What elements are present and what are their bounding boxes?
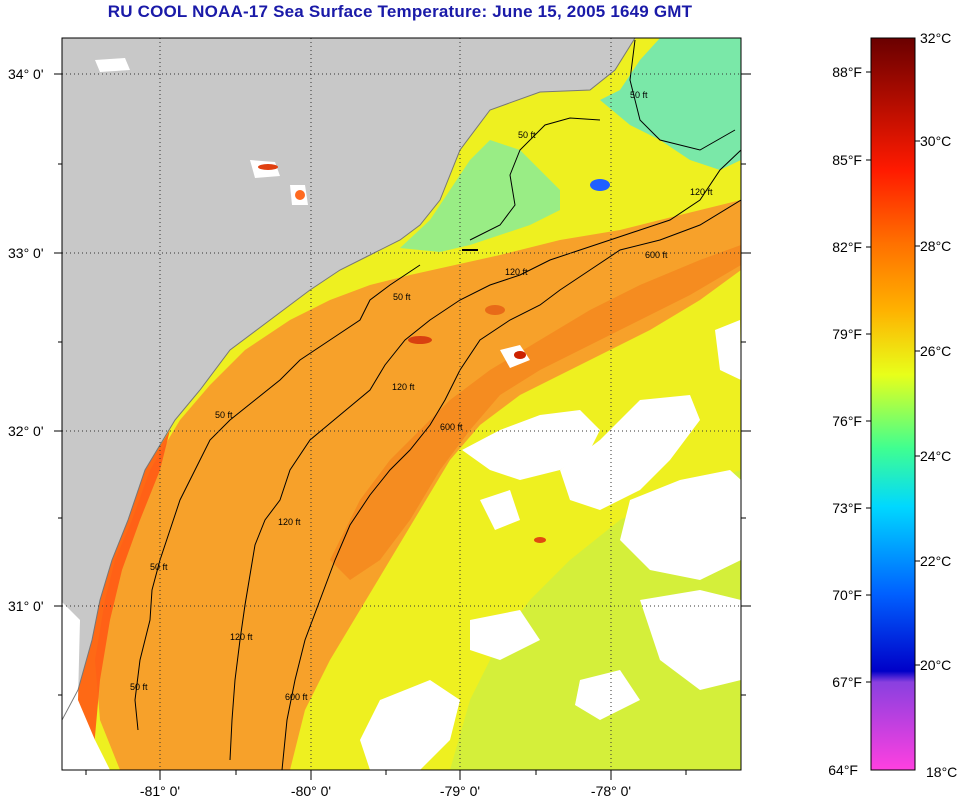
- contour-label-600ft-2: 600 ft: [440, 422, 463, 432]
- c-label-18: 18°C: [926, 764, 957, 780]
- contour-label-120ft-4: 120 ft: [278, 517, 301, 527]
- cool-water-north: [600, 38, 741, 170]
- contour-label-50ft-1: 50 ft: [518, 130, 536, 140]
- f-label-76: 76°F: [832, 413, 862, 429]
- map-frame: [61, 37, 742, 771]
- lon-label-79: -79° 0': [440, 783, 480, 799]
- contour-label-120ft-5: 120 ft: [230, 632, 253, 642]
- contour-label-600ft-3: 600 ft: [285, 692, 308, 702]
- c-label-24: 24°C: [920, 448, 951, 464]
- contour-label-50ft-4: 50 ft: [150, 562, 168, 572]
- f-label-82: 82°F: [832, 239, 862, 255]
- lon-label-81: -81° 0': [140, 783, 180, 799]
- contour-120ft: [229, 149, 741, 761]
- lon-label-78: -78° 0': [591, 783, 631, 799]
- colorbar: [870, 37, 916, 771]
- f-label-73: 73°F: [832, 500, 862, 516]
- colorbar-ticks: [866, 71, 920, 683]
- map-title: RU COOL NOAA-17 Sea Surface Temperature:…: [107, 2, 693, 21]
- contour-label-600ft-1: 600 ft: [645, 250, 668, 260]
- axis-ticks: [54, 73, 751, 780]
- contour-label-120ft-2: 120 ft: [505, 267, 528, 277]
- c-label-26: 26°C: [920, 343, 951, 359]
- contour-label-50ft-2: 50 ft: [393, 292, 411, 302]
- c-label-22: 22°C: [920, 553, 951, 569]
- c-label-32: 32°C: [920, 30, 951, 46]
- contour-50ft: [134, 39, 736, 731]
- lat-label-31: 31° 0': [8, 598, 44, 614]
- cool-water-coast: [400, 140, 560, 252]
- contour-label-120ft-3: 120 ft: [392, 382, 415, 392]
- map-area: 50 ft 50 ft 50 ft 50 ft 50 ft 50 ft 120 …: [62, 38, 741, 770]
- lat-label-33: 33° 0': [8, 245, 44, 261]
- f-label-79: 79°F: [832, 326, 862, 342]
- lat-label-32: 32° 0': [8, 423, 44, 439]
- gulf-stream-core: [330, 245, 741, 580]
- cold-spot: [590, 179, 610, 191]
- lon-label-80: -80° 0': [291, 783, 331, 799]
- contour-600ft: [281, 199, 741, 770]
- f-label-64: 64°F: [828, 762, 858, 778]
- contour-label-120ft-1: 120 ft: [690, 187, 713, 197]
- lat-label-34: 34° 0': [8, 66, 44, 82]
- contour-label-50ft-6: 50 ft: [630, 90, 648, 100]
- f-label-88: 88°F: [832, 64, 862, 80]
- f-label-67: 67°F: [832, 674, 862, 690]
- contour-label-50ft-3: 50 ft: [215, 410, 233, 420]
- contour-label-50ft-5: 50 ft: [130, 682, 148, 692]
- c-label-28: 28°C: [920, 238, 951, 254]
- nearshore-hot: [62, 430, 170, 770]
- f-label-85: 85°F: [832, 152, 862, 168]
- c-label-20: 20°C: [920, 657, 951, 673]
- c-label-30: 30°C: [920, 133, 951, 149]
- f-label-70: 70°F: [832, 587, 862, 603]
- clouds: [62, 58, 741, 770]
- coastline: [62, 38, 636, 721]
